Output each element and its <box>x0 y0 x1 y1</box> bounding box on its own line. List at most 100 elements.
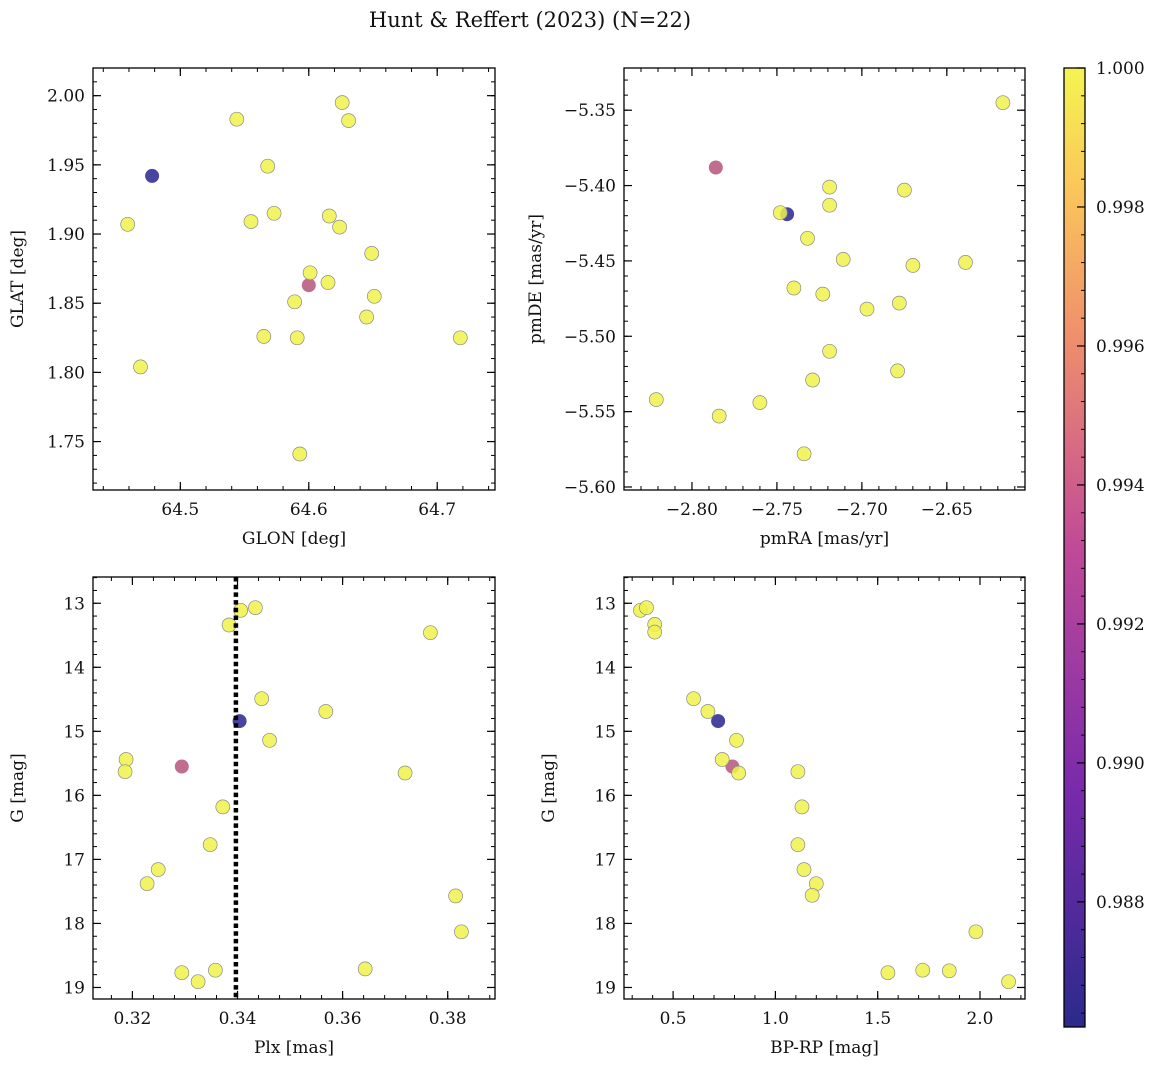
scatter-point <box>215 799 231 815</box>
scatter-point <box>120 216 136 232</box>
scatter-point <box>786 280 802 296</box>
y-tick-label: 1.75 <box>47 433 85 453</box>
x-axis-label: BP-RP [mag] <box>770 1038 879 1058</box>
scatter-point <box>357 961 373 977</box>
scatter-point <box>117 764 133 780</box>
scatter-point <box>289 330 305 346</box>
y-tick-label: 17 <box>63 850 85 870</box>
x-tick-label: 0.32 <box>113 1009 151 1029</box>
panel-glon-glat: 64.5 64.6 64.7 1.75 1.80 1.85 1.90 1.95 2.00 GLON… <box>8 67 496 549</box>
scatter-point <box>139 876 155 892</box>
colorbar-tick-label: 0.998 <box>1096 198 1145 218</box>
scatter-point <box>891 295 907 311</box>
x-tick-label: −2.70 <box>836 500 888 520</box>
axes-frame <box>92 576 496 1000</box>
scatter-point <box>359 309 374 325</box>
scatter-point <box>731 765 746 781</box>
scatter-point <box>800 230 815 246</box>
colorbar-gradient <box>1064 68 1085 1027</box>
y-tick-label: −5.45 <box>564 252 616 272</box>
x-axis-label: Plx [mas] <box>254 1038 334 1058</box>
scatter-point <box>174 759 189 774</box>
x-tick-label: 1.0 <box>762 1009 789 1029</box>
x-tick-label: −2.75 <box>751 500 803 520</box>
y-tick-label: 19 <box>63 978 85 998</box>
y-axis-label: GLAT [deg] <box>8 230 28 328</box>
scatter-point <box>397 765 413 781</box>
scatter-point <box>266 205 282 221</box>
x-tick-label: −2.65 <box>921 500 973 520</box>
scatter-point <box>366 288 382 304</box>
scatter-point <box>752 395 768 410</box>
x-tick-label: 64.5 <box>161 500 199 520</box>
axes-frame <box>623 576 1026 1000</box>
colorbar-tick-label: 0.994 <box>1096 476 1145 496</box>
scatter-point <box>302 265 318 281</box>
panel-bprp-g: 0.5 1.0 1.5 2.0 13 14 15 16 17 18 19 BP-RP [mag] G [… <box>539 576 1026 1058</box>
colorbar-tick-label: 0.996 <box>1096 337 1145 357</box>
x-axis-label: GLON [deg] <box>242 529 346 549</box>
scatter-point <box>332 219 347 235</box>
scatter-point <box>941 963 957 979</box>
scatter-point <box>995 95 1011 111</box>
y-tick-label: 19 <box>594 978 616 998</box>
scatter-point <box>448 888 463 904</box>
scatter-point <box>287 294 302 310</box>
panels: 64.5 64.6 64.7 1.75 1.80 1.85 1.90 1.95 2.00 GLON… <box>8 67 1026 1058</box>
y-tick-label: 16 <box>63 786 85 806</box>
scatter-point <box>890 363 905 379</box>
scatter-point <box>958 255 973 270</box>
scatter-point <box>133 359 148 375</box>
scatter-point <box>150 862 166 877</box>
colorbar-tick-label: 0.992 <box>1096 615 1145 635</box>
scatter-point <box>796 862 812 877</box>
colorbar-tick-label: 0.990 <box>1096 754 1145 774</box>
y-tick-label: 1.90 <box>47 225 85 245</box>
y-tick-label: −5.35 <box>564 101 616 121</box>
scatter-point <box>301 278 316 293</box>
scatter-point <box>292 446 308 462</box>
scatter-point <box>711 408 727 424</box>
axes-frame <box>623 67 1026 491</box>
colorbar-frame <box>1063 67 1086 1028</box>
x-tick-label: 0.36 <box>324 1009 362 1029</box>
scatter-point <box>321 208 337 224</box>
scatter-point <box>364 246 380 261</box>
x-tick-label: 0.38 <box>429 1009 467 1029</box>
colorbar-tick-label: 1.000 <box>1096 59 1145 79</box>
scatter-point <box>229 111 245 127</box>
scatter-point <box>334 95 350 110</box>
scatter-point <box>796 446 812 462</box>
scatter-point <box>815 286 831 302</box>
scatter-point <box>835 252 851 267</box>
y-tick-label: −5.40 <box>564 177 616 197</box>
x-tick-label: −2.80 <box>666 500 718 520</box>
x-tick-label: 0.5 <box>660 1009 687 1029</box>
y-tick-label: 18 <box>594 914 616 934</box>
scatter-point <box>647 624 663 640</box>
axes-frame <box>92 67 496 491</box>
scatter-point <box>145 168 160 183</box>
scatter-point <box>880 965 896 981</box>
y-axis-label: pmDE [mas/yr] <box>526 214 546 344</box>
scatter-point <box>915 962 931 978</box>
y-axis-label: G [mag] <box>539 753 559 822</box>
scatter-point <box>859 301 875 317</box>
scatter-point <box>254 691 270 707</box>
x-tick-label: 2.0 <box>966 1009 993 1029</box>
figure-title: Hunt & Reffert (2023) (N=22) <box>369 8 691 32</box>
y-axis-label: G [mag] <box>8 753 28 822</box>
scatter-point <box>822 179 837 195</box>
scatter-point <box>248 600 263 616</box>
scatter-point <box>260 158 276 174</box>
scatter-point <box>905 258 921 273</box>
y-tick-label: 16 <box>594 786 616 806</box>
colorbar: 0.988 0.990 0.992 0.994 0.996 0.998 1.000 <box>1063 59 1145 1028</box>
scatter-point <box>804 887 820 903</box>
y-tick-label: −5.55 <box>564 403 616 423</box>
scatter-point <box>772 205 788 221</box>
scatter-point <box>805 372 820 388</box>
scatter-point <box>202 837 218 853</box>
y-tick-label: 1.85 <box>47 294 85 314</box>
y-tick-label: −5.60 <box>564 478 616 498</box>
